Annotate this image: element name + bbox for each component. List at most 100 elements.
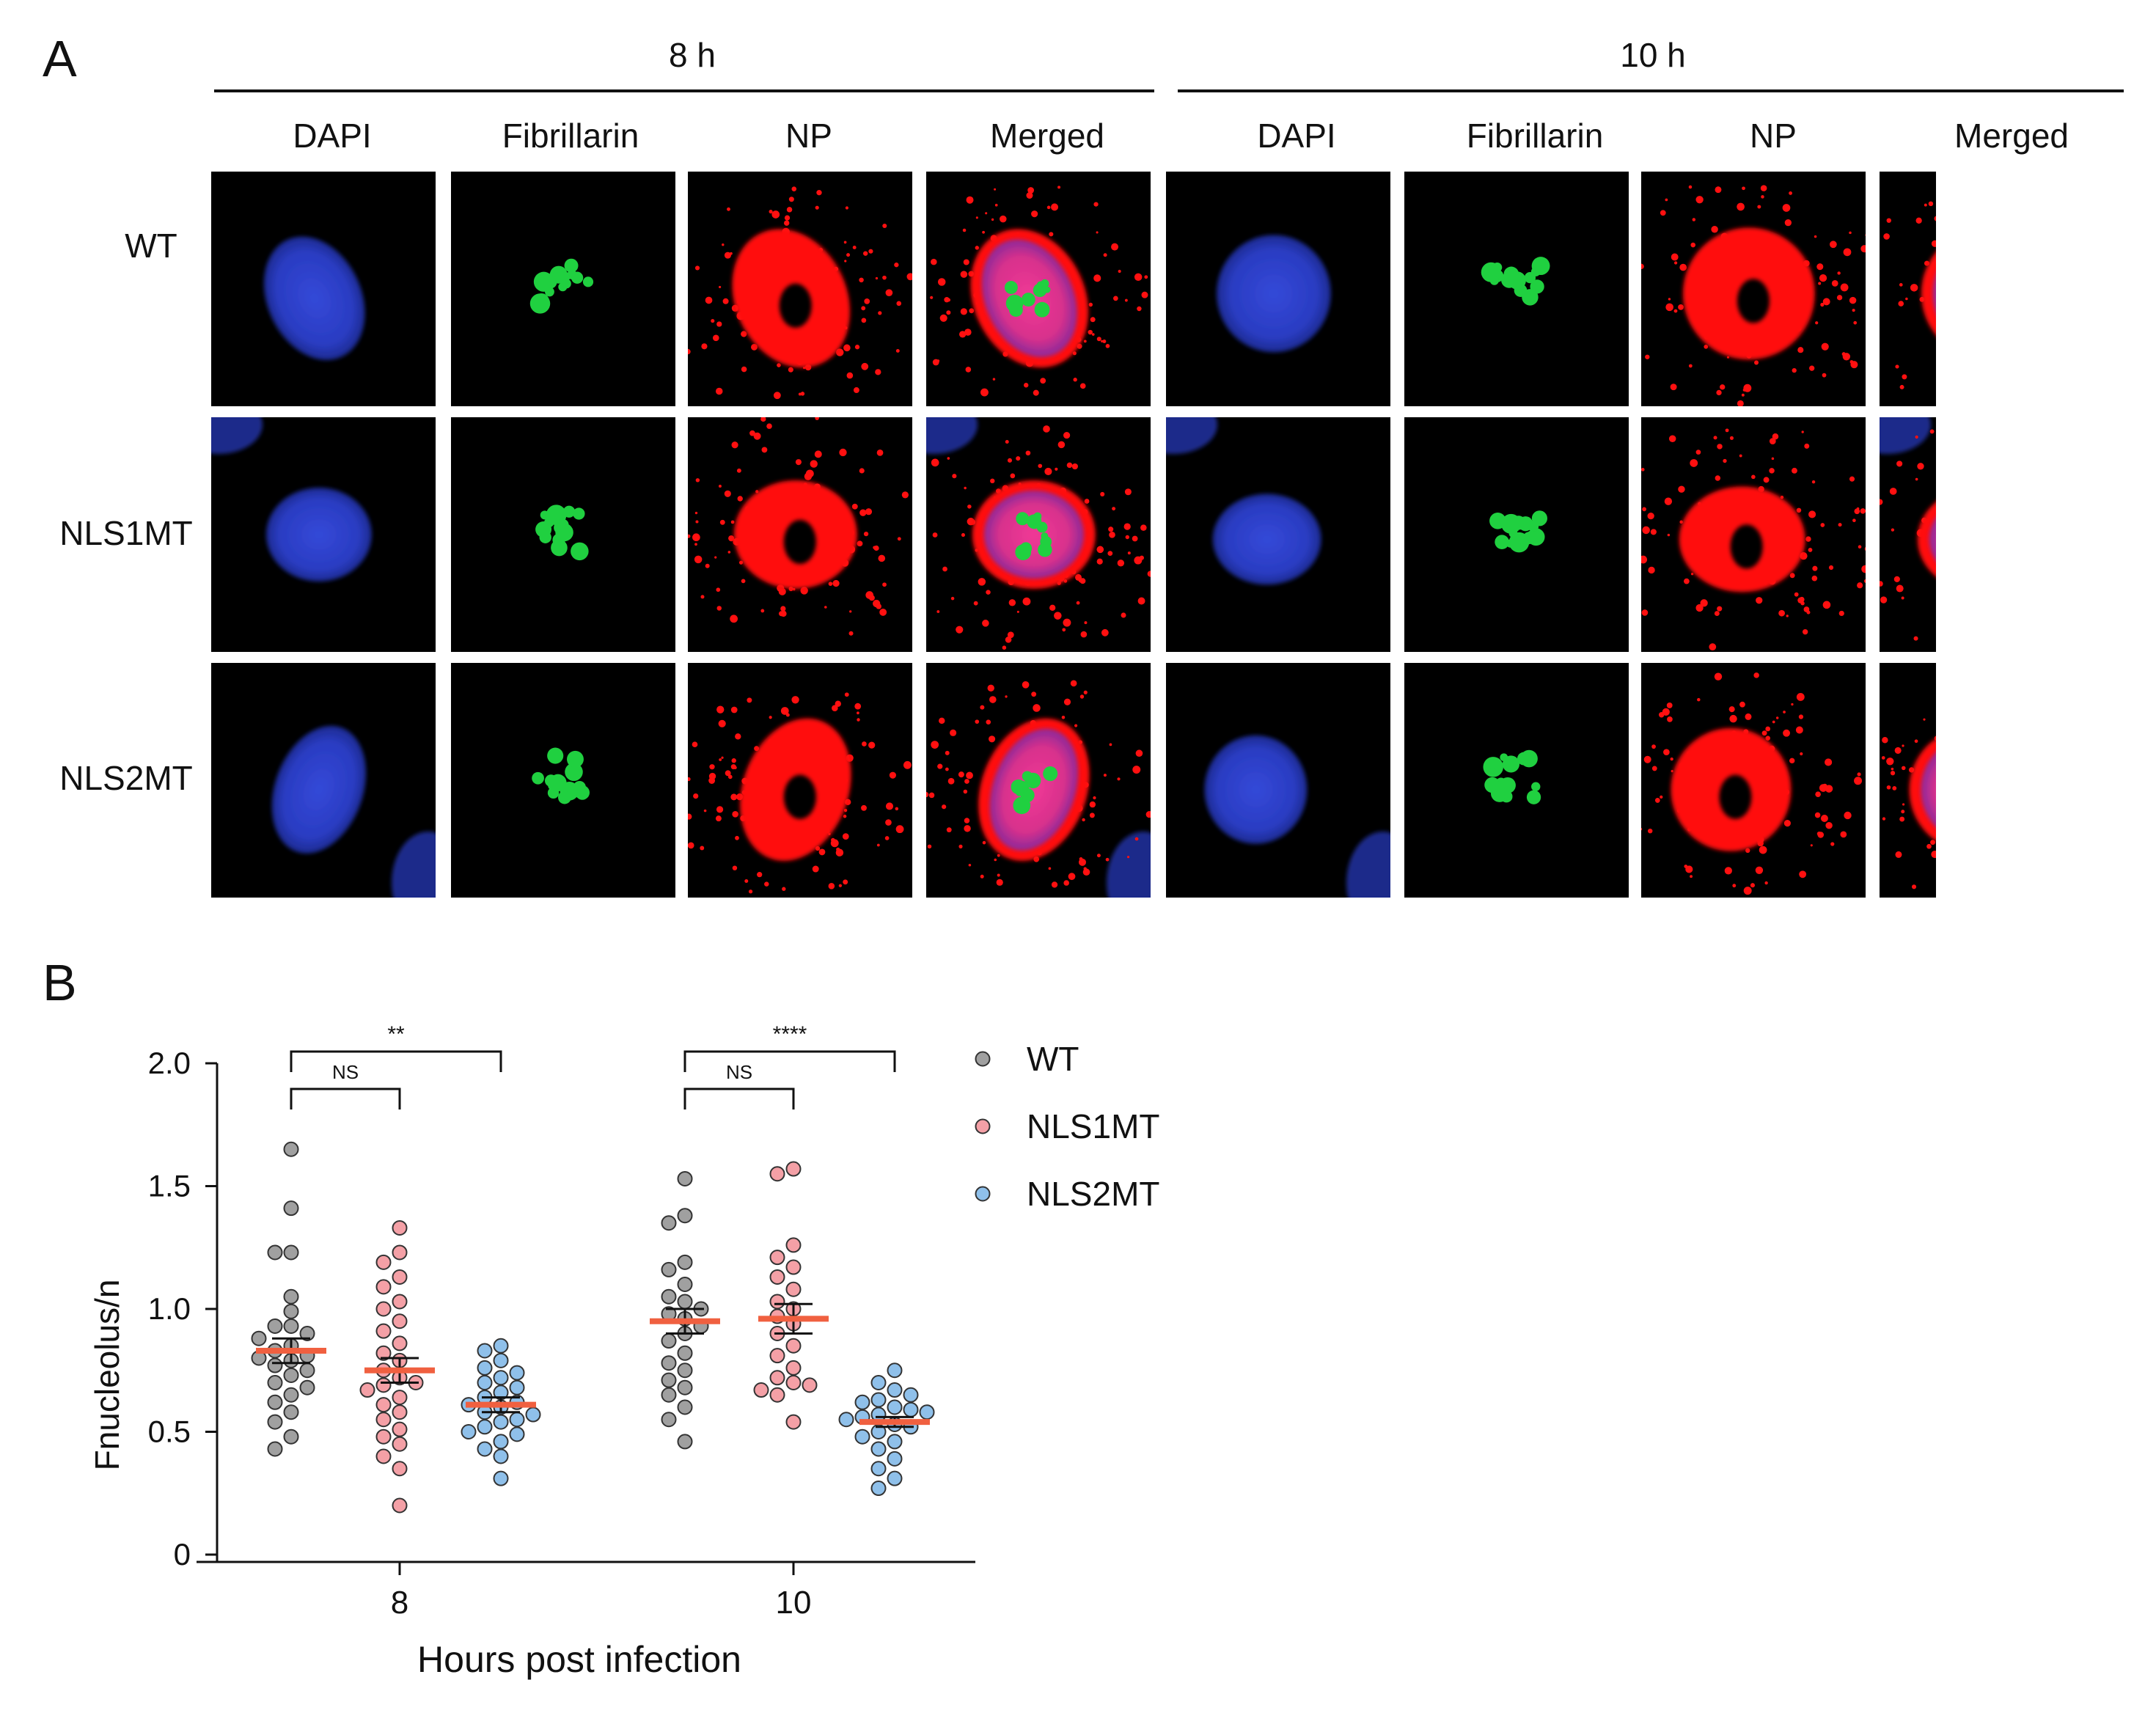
- micrograph-nls1mt-np-8h: [688, 417, 912, 652]
- y-axis-title: Fnucleolus/n: [88, 1280, 126, 1471]
- micrograph-nls2mt-merged-10h: [1880, 663, 1936, 898]
- chart-svg: Fnucleolus/n Hours post infection 0 0.5 1.…: [88, 1022, 1159, 1680]
- x-axis-title: Hours post infection: [417, 1639, 741, 1680]
- data-point-nls1mt-8h-25: [392, 1461, 408, 1477]
- data-point-nls2mt-8h-19: [509, 1426, 525, 1442]
- micrograph-nls1mt-fibrillarin-8h: [451, 417, 675, 652]
- data-point-nls2mt-8h-23: [493, 1470, 509, 1486]
- data-point-nls2mt-10h-18: [887, 1450, 903, 1467]
- y-tick-label-4: 2.0: [148, 1046, 191, 1080]
- data-point-nls2mt-8h-18: [461, 1424, 477, 1439]
- data-point-nls2mt-10h-1: [870, 1375, 887, 1390]
- micrograph-wt-dapi-10h: [1166, 172, 1390, 406]
- data-point-wt-10h-15: [661, 1355, 677, 1371]
- micrograph-nls2mt-dapi-8h: [211, 663, 436, 898]
- data-point-nls1mt-10h-12: [785, 1338, 802, 1354]
- data-point-wt-8h-6: [283, 1318, 299, 1334]
- column-header-fibrillarin-10h: Fibrillarin: [1466, 117, 1604, 155]
- data-point-nls1mt-10h-20: [785, 1414, 802, 1430]
- significance-label-8h-nls2mt: **: [387, 1022, 405, 1046]
- data-point-nls1mt-8h-23: [392, 1436, 408, 1452]
- data-point-nls1mt-8h-18: [375, 1397, 392, 1413]
- data-point-nls2mt-10h-5: [854, 1394, 870, 1410]
- microscopy-image-grid: [211, 172, 1936, 898]
- data-point-nls2mt-10h-11: [838, 1412, 854, 1428]
- micrograph-nls2mt-merged-8h: [926, 663, 1151, 898]
- data-point-wt-8h-7: [267, 1318, 283, 1334]
- data-point-nls2mt-8h-20: [493, 1434, 509, 1450]
- data-point-nls1mt-8h-4: [375, 1279, 392, 1295]
- data-point-wt-10h-3: [677, 1254, 693, 1270]
- row-header-nls1mt: NLS1MT: [59, 514, 193, 552]
- data-point-nls2mt-8h-14: [525, 1406, 541, 1423]
- data-point-wt-8h-19: [299, 1379, 315, 1395]
- data-point-wt-8h-18: [267, 1375, 283, 1390]
- data-point-nls1mt-8h-7: [392, 1313, 408, 1329]
- micrograph-wt-merged-10h: [1880, 172, 1936, 406]
- scatter-chart: Fnucleolus/n Hours post infection 0 0.5 1.…: [0, 939, 1247, 1713]
- data-point-nls2mt-8h-15: [509, 1412, 525, 1428]
- data-point-nls1mt-8h-6: [375, 1301, 392, 1317]
- row-header-nls2mt: NLS2MT: [59, 759, 193, 797]
- data-point-nls2mt-10h-0: [887, 1362, 903, 1379]
- panel-a-label: A: [43, 30, 77, 87]
- data-point-wt-8h-21: [267, 1394, 283, 1410]
- data-point-wt-10h-1: [677, 1208, 693, 1224]
- data-point-wt-8h-25: [267, 1441, 283, 1457]
- data-point-wt-10h-16: [677, 1362, 693, 1379]
- data-point-nls1mt-8h-20: [375, 1412, 392, 1428]
- data-point-nls2mt-10h-8: [919, 1404, 935, 1420]
- column-header-np-8h: NP: [785, 117, 832, 155]
- data-point-nls1mt-8h-2: [375, 1254, 392, 1270]
- data-point-nls2mt-8h-5: [493, 1370, 509, 1386]
- data-point-wt-8h-20: [283, 1387, 299, 1403]
- data-point-nls2mt-8h-7: [509, 1379, 525, 1395]
- data-point-nls1mt-8h-19: [392, 1404, 408, 1420]
- data-point-nls1mt-8h-0: [392, 1219, 408, 1236]
- data-point-wt-8h-8: [299, 1326, 315, 1341]
- data-point-nls2mt-10h-19: [870, 1461, 887, 1477]
- data-point-wt-10h-14: [677, 1345, 693, 1361]
- micrograph-nls1mt-merged-8h: [926, 417, 1151, 652]
- data-point-nls2mt-10h-15: [854, 1428, 870, 1445]
- y-tick-label-0: 0: [174, 1537, 191, 1571]
- data-point-nls1mt-10h-5: [769, 1269, 785, 1285]
- data-point-wt-10h-18: [677, 1379, 693, 1395]
- column-header-fibrillarin-8h: Fibrillarin: [502, 117, 639, 155]
- data-point-nls1mt-8h-3: [392, 1269, 408, 1285]
- data-point-nls2mt-8h-2: [493, 1352, 509, 1368]
- data-point-nls1mt-8h-16: [359, 1382, 375, 1398]
- micrograph-nls2mt-fibrillarin-10h: [1404, 663, 1629, 898]
- data-point-nls1mt-10h-16: [785, 1375, 802, 1390]
- data-point-wt-8h-3: [267, 1244, 283, 1261]
- data-point-nls1mt-10h-2: [785, 1237, 802, 1253]
- significance-label-10h-nls2mt: ****: [773, 1022, 807, 1046]
- data-point-nls1mt-8h-26: [392, 1497, 408, 1514]
- legend-label-wt: WT: [1027, 1040, 1079, 1078]
- data-point-wt-8h-16: [299, 1362, 315, 1379]
- data-point-nls1mt-10h-6: [785, 1281, 802, 1297]
- data-point-wt-10h-5: [677, 1277, 693, 1292]
- data-point-nls2mt-8h-3: [477, 1360, 493, 1376]
- data-point-nls1mt-10h-7: [769, 1294, 785, 1310]
- data-point-nls2mt-10h-3: [903, 1387, 919, 1403]
- data-point-wt-10h-19: [661, 1387, 677, 1403]
- data-point-wt-10h-0: [677, 1170, 693, 1186]
- data-point-wt-8h-5: [283, 1303, 299, 1319]
- micrograph-nls2mt-np-8h: [688, 663, 912, 898]
- data-point-nls2mt-10h-21: [870, 1481, 887, 1497]
- data-point-nls2mt-10h-16: [887, 1434, 903, 1450]
- micrograph-nls1mt-dapi-10h: [1166, 417, 1390, 652]
- micrograph-wt-dapi-8h: [211, 172, 436, 406]
- data-point-nls1mt-10h-4: [785, 1259, 802, 1275]
- data-point-wt-8h-0: [283, 1141, 299, 1157]
- data-point-nls1mt-10h-19: [769, 1387, 785, 1403]
- data-point-nls2mt-8h-22: [493, 1448, 509, 1464]
- data-point-nls1mt-8h-10: [375, 1345, 392, 1361]
- data-point-nls1mt-8h-22: [375, 1428, 392, 1445]
- column-header-merged-8h: Merged: [990, 117, 1104, 155]
- legend-marker-nls1mt: [975, 1118, 991, 1134]
- data-point-wt-8h-23: [267, 1414, 283, 1430]
- data-point-nls1mt-8h-17: [392, 1390, 408, 1406]
- micrograph-nls2mt-fibrillarin-8h: [451, 663, 675, 898]
